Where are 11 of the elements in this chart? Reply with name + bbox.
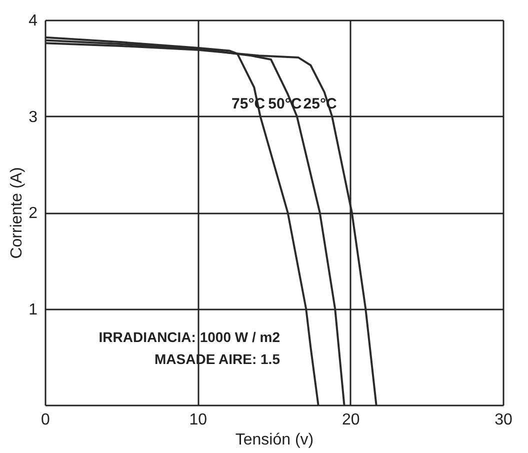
x-axis-title: Tensión (v) xyxy=(235,432,314,448)
x-tick-label: 30 xyxy=(494,412,512,428)
annotation: IRRADIANCIA: 1000 W / m2 xyxy=(98,329,280,345)
y-tick-label: 4 xyxy=(28,12,38,30)
x-tick-label: 10 xyxy=(189,412,208,428)
x-tick-label: 0 xyxy=(41,412,50,428)
y-axis-title: Corriente (A) xyxy=(8,167,26,259)
x-tick-label: 20 xyxy=(342,412,360,428)
y-tick-label: 1 xyxy=(28,301,38,318)
y-tick-label: 2 xyxy=(28,205,38,222)
y-tick-label: 3 xyxy=(28,108,38,126)
